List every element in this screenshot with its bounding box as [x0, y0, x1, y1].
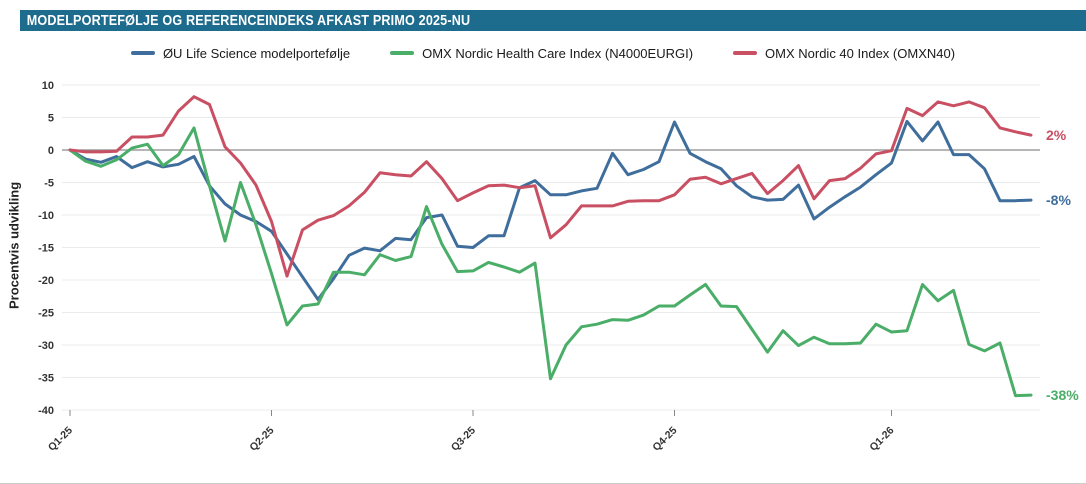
- legend: ØU Life Science modelportefølje OMX Nord…: [0, 44, 1086, 62]
- x-tick-label: Q3-25: [449, 424, 478, 453]
- x-tick-label: Q2-25: [247, 424, 276, 453]
- legend-item-portfolio[interactable]: ØU Life Science modelportefølje: [130, 45, 351, 61]
- series-line-2: [68, 95, 1033, 278]
- y-tick-label: -10: [38, 210, 54, 222]
- x-tick-label: Q1-25: [46, 424, 75, 453]
- y-tick-label: 10: [42, 80, 54, 92]
- x-tick-label: Q4-25: [650, 424, 679, 453]
- chart-title: MODELPORTEFØLJE OG REFERENCEINDEKS AFKAS…: [26, 12, 471, 29]
- legend-swatch-green: [390, 51, 415, 55]
- y-tick-label: -25: [38, 308, 54, 320]
- y-tick-label: 0: [48, 145, 54, 157]
- y-tick-label: -35: [38, 373, 54, 385]
- legend-label: OMX Nordic 40 Index (OMXN40): [765, 45, 956, 61]
- x-tick-label: Q1-26: [867, 424, 896, 453]
- legend-label: ØU Life Science modelportefølje: [162, 45, 351, 61]
- legend-swatch-blue: [130, 51, 155, 55]
- y-tick-label: -40: [38, 405, 54, 417]
- y-tick-label: -30: [38, 340, 54, 352]
- legend-item-healthcare-index[interactable]: OMX Nordic Health Care Index (N4000EURGI…: [390, 46, 693, 61]
- series-end-label: -38%: [1046, 387, 1079, 403]
- series-end-label: 2%: [1046, 127, 1067, 143]
- series-line-0: [68, 119, 1033, 301]
- y-tick-label: 5: [48, 113, 54, 125]
- legend-label: OMX Nordic Health Care Index (N4000EURGI…: [422, 45, 694, 61]
- legend-item-omxn40-index[interactable]: OMX Nordic 40 Index (OMXN40): [733, 46, 955, 61]
- chart-title-bar: MODELPORTEFØLJE OG REFERENCEINDEKS AFKAS…: [20, 10, 1086, 31]
- y-tick-label: -5: [44, 178, 54, 190]
- legend-swatch-red: [733, 51, 758, 55]
- y-tick-label: -20: [38, 275, 54, 287]
- series-end-label: -8%: [1046, 192, 1071, 208]
- y-tick-label: -15: [38, 243, 54, 255]
- series-line-1: [68, 126, 1033, 398]
